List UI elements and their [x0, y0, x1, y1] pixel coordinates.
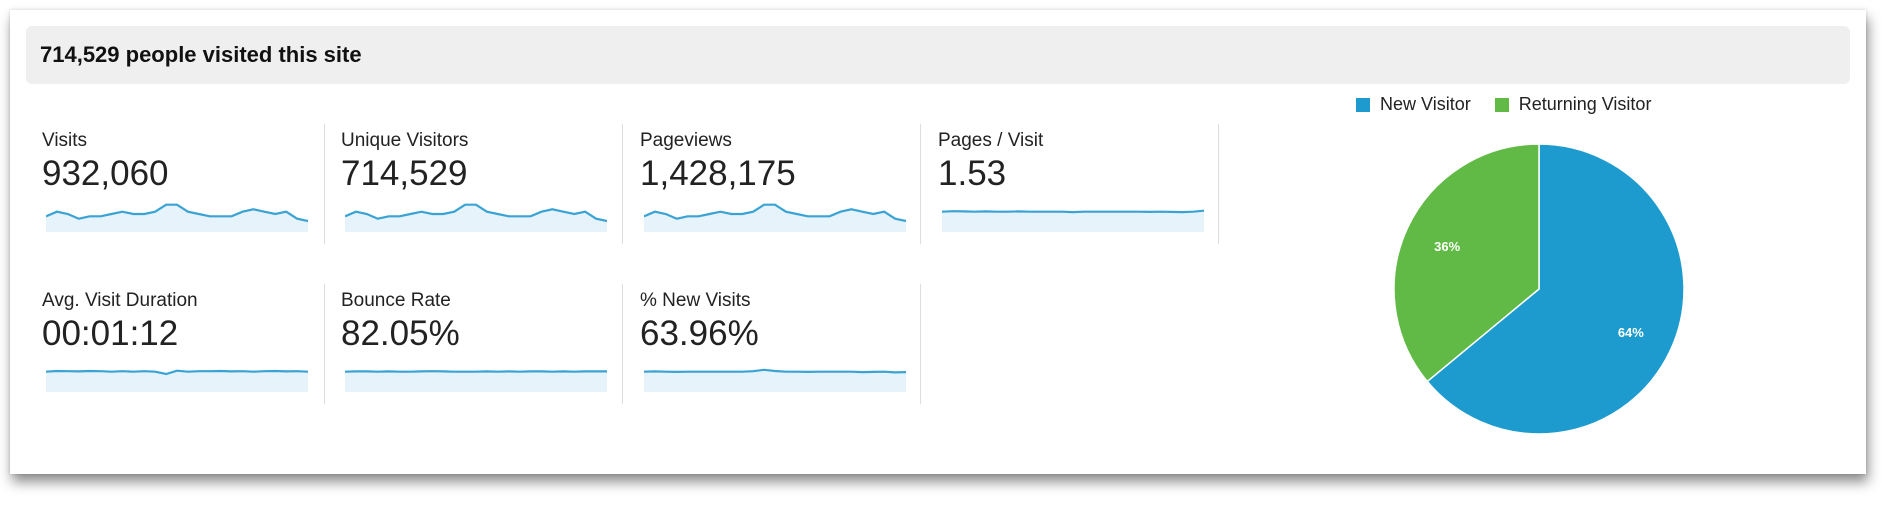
pie-slice-new-visitor[interactable] — [1426, 143, 1685, 435]
sparkline-area — [345, 371, 607, 392]
metric-value: 82.05% — [341, 314, 460, 353]
pie-slice-label: 64% — [1618, 325, 1644, 340]
metric-visits[interactable]: Visits 932,060 — [42, 130, 312, 250]
metric-value: 00:01:12 — [42, 314, 179, 353]
sparkline-area — [644, 369, 906, 392]
legend-label: New Visitor — [1380, 94, 1471, 114]
sparkline-line — [46, 203, 308, 223]
metric-bounce-rate[interactable]: Bounce Rate 82.05% — [341, 290, 611, 410]
metric-new-visits[interactable]: % New Visits 63.96% — [640, 290, 910, 410]
metric-value: 63.96% — [640, 314, 759, 353]
sparkline-line — [942, 209, 1204, 214]
metric-value: 932,060 — [42, 154, 169, 193]
metric-divider — [622, 124, 623, 244]
legend-item-returning-visitor[interactable]: Returning Visitor — [1494, 94, 1652, 115]
sparkline — [46, 203, 308, 232]
sparkline — [345, 203, 607, 232]
pie-slice-label: 36% — [1434, 239, 1460, 254]
metric-label: Bounce Rate — [341, 290, 451, 311]
metric-value: 1.53 — [938, 154, 1007, 193]
legend-item-new-visitor[interactable]: New Visitor — [1356, 94, 1471, 115]
sparkline-line — [644, 368, 906, 374]
metric-label: Pageviews — [640, 130, 732, 151]
sparkline-line — [345, 203, 607, 223]
metric-label: % New Visits — [640, 290, 751, 311]
sparkline-line — [345, 370, 607, 373]
metric-label: Visits — [42, 130, 88, 151]
metric-label: Avg. Visit Duration — [42, 290, 198, 311]
sparkline-line — [644, 203, 906, 223]
sparkline-area — [46, 370, 308, 392]
metric-divider — [1218, 124, 1219, 244]
metric-divider — [324, 284, 325, 404]
sparkline-area — [345, 204, 607, 232]
summary-header: 714,529 people visited this site — [26, 26, 1850, 84]
metric-label: Unique Visitors — [341, 130, 469, 151]
metric-divider — [622, 284, 623, 404]
metric-divider — [920, 284, 921, 404]
legend-swatch-returning — [1494, 97, 1509, 112]
metric-value: 714,529 — [341, 154, 468, 193]
pie-slice-returning-visitor[interactable] — [1393, 143, 1540, 383]
visitor-type-pie-chart: 64% 36% — [1393, 143, 1685, 435]
legend-label: Returning Visitor — [1518, 94, 1652, 114]
metric-unique-visitors[interactable]: Unique Visitors 714,529 — [341, 130, 611, 250]
legend-swatch-new — [1356, 97, 1370, 112]
sparkline-area — [942, 210, 1204, 232]
metric-value: 1,428,175 — [640, 154, 796, 193]
metric-divider — [920, 124, 921, 244]
metric-divider — [324, 124, 325, 244]
metric-pages-visit[interactable]: Pages / Visit 1.53 — [938, 130, 1208, 250]
sparkline — [46, 369, 308, 392]
metric-avg-visit-duration[interactable]: Avg. Visit Duration 00:01:12 — [42, 290, 312, 410]
sparkline — [644, 368, 906, 392]
metric-label: Pages / Visit — [938, 130, 1044, 151]
sparkline-area — [46, 204, 308, 232]
sparkline-line — [46, 369, 308, 376]
sparkline — [644, 203, 906, 232]
metric-pageviews[interactable]: Pageviews 1,428,175 — [640, 130, 910, 250]
sparkline-area — [644, 204, 906, 232]
summary-title: 714,529 people visited this site — [40, 42, 362, 67]
sparkline — [345, 370, 607, 392]
sparkline — [942, 209, 1204, 232]
pie-legend: New Visitor Returning Visitor — [1356, 94, 1651, 115]
